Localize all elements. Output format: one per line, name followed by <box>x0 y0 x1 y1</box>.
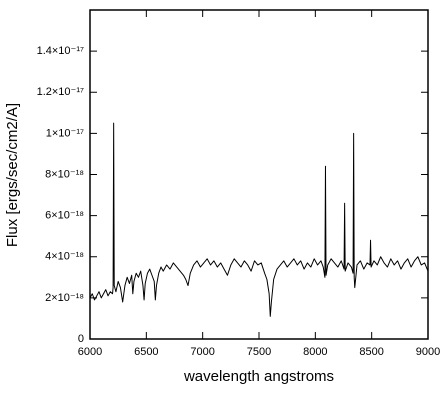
x-tick-label: 7500 <box>247 346 271 358</box>
y-axis-title: Flux [ergs/sec/cm2/A] <box>4 103 21 247</box>
y-tick-label: 2×10⁻¹⁸ <box>45 292 84 304</box>
x-tick-label: 8500 <box>359 346 383 358</box>
y-tick-label: 8×10⁻¹⁸ <box>45 168 84 180</box>
x-tick-label: 9000 <box>416 346 440 358</box>
y-tick-label: 6×10⁻¹⁸ <box>45 210 84 222</box>
y-tick-label: 0 <box>78 333 84 345</box>
y-tick-label: 1.2×10⁻¹⁷ <box>37 86 84 98</box>
x-axis-title: wavelength angstroms <box>183 368 334 385</box>
y-tick-label: 4×10⁻¹⁸ <box>45 251 84 263</box>
y-tick-label: 1.4×10⁻¹⁷ <box>37 45 84 57</box>
x-tick-label: 6500 <box>134 346 158 358</box>
x-tick-label: 6000 <box>78 346 102 358</box>
y-tick-label: 1×10⁻¹⁷ <box>46 127 84 139</box>
plot-frame <box>89 9 429 340</box>
x-tick-label: 8000 <box>303 346 327 358</box>
x-tick-label: 7000 <box>190 346 214 358</box>
spectrum-line <box>89 122 429 317</box>
